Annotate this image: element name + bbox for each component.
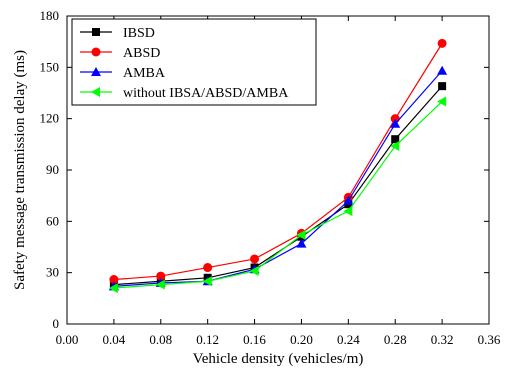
x-axis-tick-label: 0.32 [431,332,454,347]
legend-marker-absd [91,47,101,57]
series-line-ibsd [113,85,443,286]
series-line-without-ibsa-absd-amba [113,101,443,289]
data-point-amba [343,195,354,205]
data-point-without-ibsa-absd-amba [202,276,212,287]
x-axis-tick-label: 0.12 [196,332,219,347]
data-point-amba [296,238,307,248]
x-axis-tick-label: 0.00 [56,332,79,347]
data-point-without-ibsa-absd-amba [108,283,118,294]
x-axis-tick-label: 0.36 [478,332,501,347]
data-point-without-ibsa-absd-amba [437,96,447,107]
legend-box [71,18,317,106]
data-point-without-ibsa-absd-amba [343,206,353,217]
x-axis-tick-label: 0.08 [149,332,172,347]
legend-label-amba: AMBA [123,66,166,81]
legend-marker-amba [91,67,101,76]
y-axis-title: Safety message transmission delay (ms) [12,50,28,290]
series-line-absd [113,43,443,281]
data-point-absd [203,263,213,273]
x-axis-title: Vehicle density (vehicles/m) [193,351,364,367]
series-layer [108,38,448,294]
y-axis-tick-label: 150 [40,59,60,74]
series-without-ibsa-absd-amba [108,96,447,294]
y-axis-tick-label: 180 [40,8,60,23]
legend-marker-ibsd [92,28,100,36]
x-axis-tick-label: 0.20 [290,332,313,347]
y-axis-tick-label: 90 [46,162,59,177]
data-point-amba [390,118,401,128]
y-axis-tick-label: 60 [46,213,59,228]
legend-label-ibsd: IBSD [123,26,155,41]
data-point-without-ibsa-absd-amba [155,279,165,290]
x-axis-tick-label: 0.24 [337,332,360,347]
y-axis-ticks: 0 30 60 90 120 150 180 [40,8,489,331]
data-point-absd [109,275,119,285]
x-axis-tick-label: 0.04 [103,332,126,347]
data-point-absd [437,38,447,48]
data-point-without-ibsa-absd-amba [390,141,400,152]
data-point-amba [437,65,448,75]
legend-label-without-ibsa-absd-amba: without IBSA/ABSD/AMBA [123,86,289,101]
x-axis-tick-label: 0.16 [243,332,266,347]
y-axis-tick-label: 0 [53,316,60,331]
x-axis-tick-label: 0.28 [384,332,407,347]
data-point-ibsd [438,82,447,91]
legend-label-absd: ABSD [123,46,160,61]
legend: IBSD ABSD AMBA without IBSA/ABSD/AMBA [71,18,317,106]
data-point-without-ibsa-absd-amba [249,265,259,276]
series-line-amba [113,70,443,287]
data-point-absd [250,254,260,264]
y-axis-tick-label: 30 [46,265,59,280]
y-axis-tick-label: 120 [40,111,60,126]
data-point-ibsd [391,135,400,144]
series-ibsd [109,82,447,289]
x-axis-ticks: 0.00 0.04 0.08 0.12 0.16 0.20 0.24 0.28 0.32 0.36 [56,16,501,347]
data-point-absd [156,271,166,281]
data-point-without-ibsa-absd-amba [296,230,306,241]
legend-marker-without-ibsa-absd-amba [91,87,100,97]
